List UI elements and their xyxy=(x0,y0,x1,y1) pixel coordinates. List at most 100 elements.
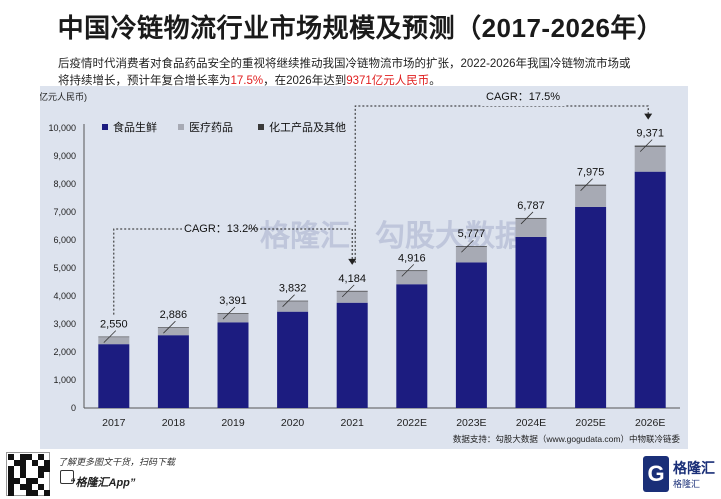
qr-cell xyxy=(38,484,44,490)
total-leader-line xyxy=(282,294,295,307)
bar-segment-3 xyxy=(634,145,666,147)
y-tick-label: 0 xyxy=(71,403,76,413)
total-data-label: 2,886 xyxy=(160,309,188,321)
qr-cell xyxy=(44,466,50,472)
x-tick-label: 2023E xyxy=(456,417,486,429)
chart-panel: 格隆汇 勾股大数据 0 1,000 2,000 3,000 4,000 5,000 6,00… xyxy=(40,86,688,449)
qr-cell xyxy=(26,478,32,484)
y-tick-label: 7,000 xyxy=(53,207,76,217)
qr-cell xyxy=(32,490,38,496)
qr-cell xyxy=(8,454,14,460)
total-leader-line xyxy=(103,330,117,343)
cagr-arrow-head xyxy=(644,113,653,120)
total-data-label: 4,916 xyxy=(398,252,426,264)
qr-cell xyxy=(20,484,26,490)
qr-cell xyxy=(20,460,26,466)
qr-cell xyxy=(14,478,20,484)
bar-segment-1 xyxy=(157,335,189,408)
bar-segment-1 xyxy=(575,206,607,408)
total-data-label: 2,550 xyxy=(100,319,128,331)
qr-cell xyxy=(32,460,38,466)
total-leader-line xyxy=(520,211,534,225)
legend-swatch xyxy=(102,124,108,130)
watermark-text-1: 格隆汇 xyxy=(260,220,350,253)
total-data-label: 7,975 xyxy=(577,167,605,179)
subtitle-text-c: 。 xyxy=(429,75,441,87)
chart-svg: 格隆汇 勾股大数据 0 1,000 2,000 3,000 4,000 5,000 6,00… xyxy=(40,88,681,444)
bar-segment-1 xyxy=(277,311,309,408)
bar-segment-1 xyxy=(634,171,666,408)
x-tick-label: 2018 xyxy=(162,417,186,429)
total-data-label: 3,832 xyxy=(279,283,307,295)
brand-logo-sub: 格隆汇 xyxy=(673,479,701,489)
subtitle-highlight-cagr: 17.5% xyxy=(230,75,264,87)
cagr-bracket-line xyxy=(354,105,649,263)
total-data-label: 4,184 xyxy=(338,273,366,285)
total-leader-line xyxy=(580,178,593,191)
subtitle-text-b: ，在2026年达到 xyxy=(263,75,347,87)
watermark: 格隆汇 勾股大数据 xyxy=(260,220,525,253)
bar-segment-2 xyxy=(396,271,428,285)
cagr-label: CAGR：13.2% xyxy=(184,223,258,235)
qr-cell xyxy=(44,490,50,496)
bar-segment-2 xyxy=(217,313,249,323)
subtitle-line-1: 后疫情时代消费者对食品药品安全的重视将继续推动我国冷链物流市场的扩张，2022-… xyxy=(58,58,631,70)
qr-cell xyxy=(20,466,26,472)
qr-code-icon xyxy=(6,452,50,496)
total-leader-line xyxy=(163,320,176,334)
footer-app-name: “格隆汇App” xyxy=(70,477,136,489)
bar-segment-3 xyxy=(157,327,189,328)
bar-segment-3 xyxy=(515,217,547,219)
x-tick-label: 2026E xyxy=(635,417,665,429)
subtitle: 后疫情时代消费者对食品药品安全的重视将继续推动我国冷链物流市场的扩张，2022-… xyxy=(58,56,658,90)
y-tick-label: 6,000 xyxy=(53,235,76,245)
bar-segment-1 xyxy=(515,236,547,408)
total-data-label: 5,777 xyxy=(458,228,486,240)
qr-cell xyxy=(32,478,38,484)
bar-segment-3 xyxy=(98,336,130,338)
legend-label: 食品生鲜 xyxy=(113,120,157,134)
total-leader-line xyxy=(401,264,415,277)
qr-cell xyxy=(38,472,44,478)
y-tick-label: 5,000 xyxy=(53,263,76,273)
y-tick-label: 4,000 xyxy=(53,291,76,301)
qr-cell xyxy=(14,460,20,466)
legend-swatch xyxy=(178,124,184,130)
qr-cell xyxy=(20,472,26,478)
footer-promo-text: 了解更多图文干货，扫码下载 xyxy=(58,457,176,467)
x-tick-label: 2025E xyxy=(575,417,605,429)
x-tick-label: 2017 xyxy=(102,417,126,429)
bar-segment-2 xyxy=(455,247,487,263)
total-leader-line xyxy=(639,139,653,152)
bar-segment-3 xyxy=(575,184,607,186)
total-data-label: 9,371 xyxy=(636,128,664,140)
source-note: 数据支持：勾股大数据（www.gogudata.com）中物联冷链委 xyxy=(453,434,681,444)
qr-cell xyxy=(8,484,14,490)
bar-segment-3 xyxy=(217,313,249,314)
x-tick-label: 2021 xyxy=(341,417,365,429)
total-leader-line xyxy=(341,284,355,298)
bar-segment-2 xyxy=(157,327,189,336)
bar-segment-1 xyxy=(455,262,487,408)
cagr-label-bg xyxy=(482,88,566,106)
subtitle-line-2: 将持续增长，预计年复合增长率为17.5%，在2026年达到9371亿元人民币。 xyxy=(58,73,658,90)
legend-label: 化工产品及其他 xyxy=(269,120,346,134)
qr-cell xyxy=(8,472,14,478)
x-tick-label: 2020 xyxy=(281,417,305,429)
subtitle-highlight-value: 9371亿元人民币 xyxy=(346,75,430,87)
brand-logo-icon: G xyxy=(643,456,669,492)
x-tick-label: 2024E xyxy=(516,417,546,429)
total-data-label: 6,787 xyxy=(517,200,545,212)
y-tick-label: 10,000 xyxy=(48,123,76,133)
download-icon xyxy=(60,470,74,484)
total-data-label: 3,391 xyxy=(219,295,247,307)
bar-segment-1 xyxy=(217,322,249,408)
x-tick-label: 2022E xyxy=(397,417,427,429)
x-tick-label: 2019 xyxy=(221,417,245,429)
bar-segment-3 xyxy=(336,290,368,292)
footer xyxy=(0,449,721,499)
brand-logo-name: 格隆汇 xyxy=(673,460,715,476)
bar-segment-1 xyxy=(396,284,428,408)
qr-cell xyxy=(8,466,14,472)
bar-segment-2 xyxy=(634,146,666,172)
